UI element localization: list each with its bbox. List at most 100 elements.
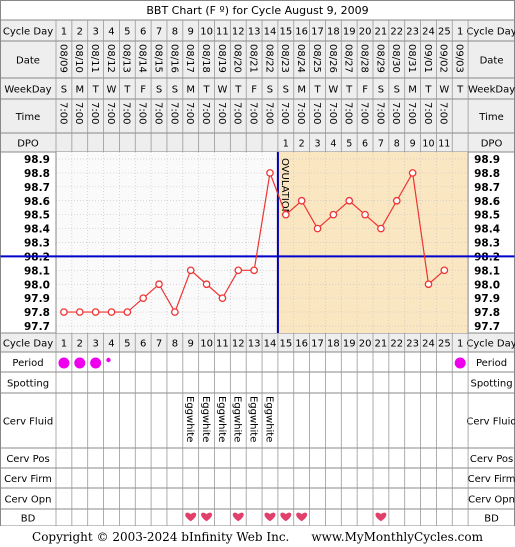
cycle-day-cell-bottom: 23 <box>406 339 419 350</box>
period-dot-large <box>58 357 70 369</box>
date-cell: 08/11 <box>89 44 100 73</box>
bd-row-label-right: BD <box>484 514 499 525</box>
cycle-day-cell: 1 <box>457 27 463 38</box>
y-tick-label-right: 97.7 <box>474 321 500 333</box>
dpo-cell: 11 <box>438 139 450 150</box>
time-cell: 7:00 <box>422 102 433 124</box>
dpo-cell: 4 <box>330 139 336 150</box>
cerv-fluid-cell: Eggwhite <box>263 396 274 442</box>
cycle-day-cell: 2 <box>77 27 83 38</box>
date-cell: 08/15 <box>152 44 163 73</box>
cycle-day-cell-bottom: 12 <box>232 339 245 350</box>
cerv-opn-row-label-right: Cerv Opn <box>468 495 515 506</box>
cycle-day-cell-bottom: 9 <box>188 339 194 350</box>
time-cell: 7:00 <box>152 102 163 124</box>
chart-title: BBT Chart (F º) for Cycle August 9, 2009 <box>146 4 368 17</box>
cycle-day-cell-bottom: 4 <box>108 339 114 350</box>
temperature-point <box>186 266 195 275</box>
cycle-day-cell-bottom: 5 <box>124 339 130 350</box>
cerv-pos-row-band <box>0 447 515 469</box>
cerv-opn-row-band <box>0 487 515 510</box>
cerv-firm-row-label-left: Cerv Firm <box>4 474 52 485</box>
time-cell: 7:00 <box>216 102 227 124</box>
cycle-day-cell-bottom: 13 <box>248 339 261 350</box>
date-cell: 08/17 <box>184 44 195 73</box>
weekday-cell: S <box>267 85 273 96</box>
date-cell: 08/14 <box>137 44 148 73</box>
cycle-day-cell-bottom: 1 <box>457 339 463 350</box>
temperature-point <box>266 169 274 177</box>
date-cell: 09/02 <box>438 44 449 73</box>
cycle-day-cell: 14 <box>264 27 277 38</box>
y-tick-label-left: 98.7 <box>24 182 50 194</box>
temperature-point <box>155 280 163 289</box>
cycle-day-cell: 19 <box>343 27 356 38</box>
date-cell: 08/09 <box>57 44 68 73</box>
period-dot-small <box>106 357 111 363</box>
time-cell: 7:00 <box>105 102 116 124</box>
weekday-cell: M <box>186 85 195 96</box>
cycle-day-cell-bottom: 25 <box>438 339 451 350</box>
cycle-day-bottom-label-left: Cycle Day <box>3 339 53 350</box>
date-cell: 08/29 <box>374 44 385 73</box>
dpo-cell: 10 <box>422 139 434 150</box>
y-tick-label-right: 98.3 <box>474 238 500 250</box>
dpo-cell: 3 <box>315 139 321 150</box>
y-tick-label-right: 97.9 <box>474 293 500 305</box>
spotting-row-band <box>0 371 515 394</box>
date-cell: 08/12 <box>105 44 116 73</box>
date-cell: 08/19 <box>216 44 227 73</box>
cycle-day-cell: 9 <box>188 27 194 38</box>
weekday-cell: M <box>297 85 306 96</box>
weekday-cell: S <box>378 85 384 96</box>
date-cell: 09/03 <box>454 44 465 73</box>
date-cell: 08/21 <box>248 44 259 73</box>
y-tick-label-left: 98.3 <box>24 238 50 250</box>
dpo-cell: 7 <box>378 139 384 150</box>
date-cell: 08/30 <box>390 44 401 73</box>
temperature-point <box>377 224 385 233</box>
cycle-day-cell-bottom: 6 <box>140 339 146 350</box>
site-link[interactable]: www.MyMonthlyCycles.com <box>311 529 483 544</box>
y-tick-label-right: 98.1 <box>474 265 500 277</box>
cycle-day-cell: 16 <box>295 27 308 38</box>
weekday-cell: T <box>92 85 100 96</box>
weekday-cell: T <box>456 85 464 96</box>
bd-heart-icon <box>185 512 197 522</box>
temperature-point <box>297 196 306 205</box>
cerv-fluid-row-label-right: Cerv Fluid <box>466 417 515 428</box>
cycle-day-cell-bottom: 24 <box>422 339 435 350</box>
cycle-day-cell-bottom: 7 <box>156 339 162 350</box>
cycle-day-cell: 11 <box>216 27 229 38</box>
time-row-label-right: Time <box>478 112 503 123</box>
temperature-point <box>424 280 433 289</box>
cycle-day-cell-bottom: 2 <box>77 339 83 350</box>
cerv-fluid-cell: Eggwhite <box>200 396 211 442</box>
date-row-label-left: Date <box>16 56 40 67</box>
date-cell: 08/20 <box>232 44 243 73</box>
temperature-point <box>329 210 338 219</box>
cycle-day-cell: 23 <box>406 27 419 38</box>
time-cell: 7:00 <box>438 102 449 124</box>
temperature-point <box>218 294 227 303</box>
cerv-fluid-cell: Eggwhite <box>232 396 243 442</box>
y-tick-label-right: 98.6 <box>474 196 500 208</box>
cerv-fluid-cell: Eggwhite <box>184 396 195 442</box>
temperature-point <box>123 308 132 316</box>
date-cell: 08/25 <box>311 44 322 73</box>
date-cell: 08/18 <box>200 44 211 73</box>
y-tick-label-left: 98.5 <box>24 210 50 222</box>
cycle-day-cell-bottom: 21 <box>375 339 388 350</box>
weekday-cell: W <box>328 85 338 96</box>
temperature-point <box>313 224 322 233</box>
y-tick-label-right: 98.7 <box>474 182 500 194</box>
time-cell: 7:00 <box>137 102 148 124</box>
dpo-cell: 9 <box>410 139 416 150</box>
weekday-cell: T <box>424 85 432 96</box>
time-cell: 7:00 <box>343 102 354 124</box>
cycle-day-cell: 22 <box>390 27 403 38</box>
cycle-day-cell-bottom: 18 <box>327 339 340 350</box>
cerv-fluid-cell: Eggwhite <box>216 396 227 442</box>
cycle-day-cell: 24 <box>422 27 435 38</box>
date-cell: 08/28 <box>358 44 369 73</box>
